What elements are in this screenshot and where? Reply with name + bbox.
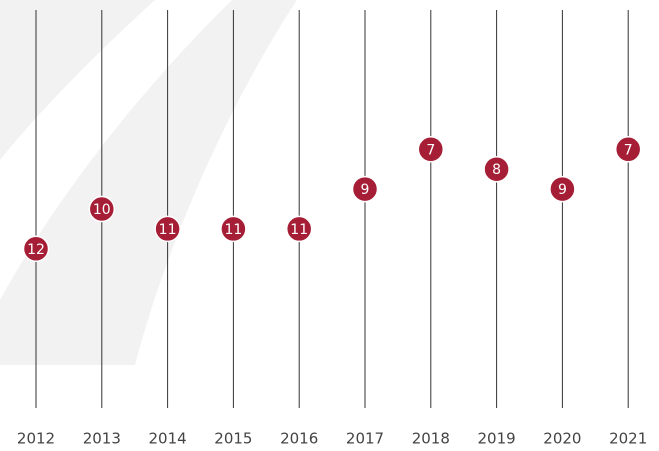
x-tick-label: 2021	[609, 430, 647, 448]
x-tick-label: 2016	[280, 430, 318, 448]
rank-dot	[285, 215, 313, 243]
x-tick-label: 2018	[412, 430, 450, 448]
rank-dot	[154, 215, 181, 243]
rank-label: 7	[624, 142, 633, 158]
rank-dot	[351, 175, 379, 203]
rank-label: 11	[290, 222, 308, 238]
x-tick-label: 2017	[346, 430, 384, 448]
rank-dot	[88, 195, 116, 223]
rank-dot	[549, 175, 576, 203]
rank-label: 12	[27, 242, 45, 258]
x-tick-label: 2020	[543, 430, 581, 448]
rank-label: 9	[361, 182, 370, 198]
rank-dot	[220, 215, 247, 243]
rank-dot	[417, 136, 445, 163]
rank-dot	[483, 155, 510, 183]
x-tick-label: 2015	[214, 430, 252, 448]
rank-dot	[22, 235, 50, 263]
rank-label: 7	[426, 142, 435, 158]
rank-dot	[614, 136, 642, 163]
rank-label: 9	[558, 182, 567, 198]
rank-label: 11	[224, 222, 242, 238]
background-shape	[0, 0, 297, 365]
x-tick-label: 2013	[83, 430, 121, 448]
rank-label: 11	[159, 222, 177, 238]
x-tick-label: 2012	[17, 430, 55, 448]
rank-label: 10	[93, 202, 111, 218]
x-tick-label: 2019	[478, 430, 516, 448]
x-tick-label: 2014	[149, 430, 187, 448]
rank-label: 8	[492, 162, 501, 178]
